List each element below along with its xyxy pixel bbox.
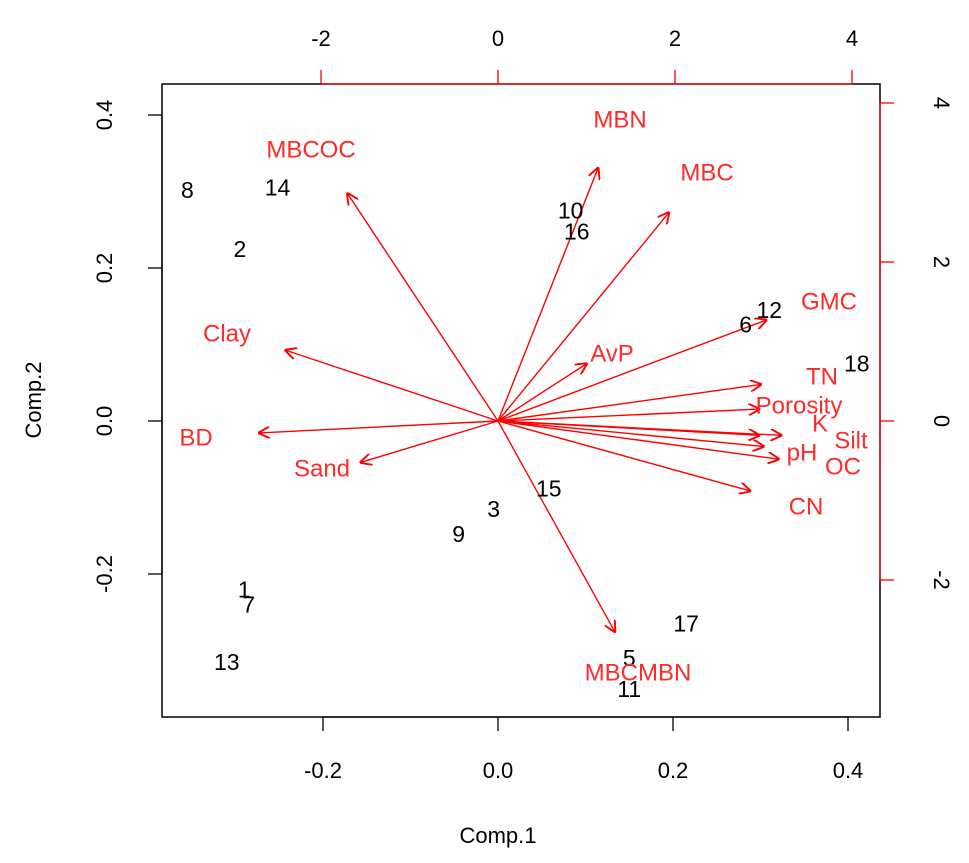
loading-arrow-mbcoc	[348, 194, 499, 422]
right-tick-label: -2	[929, 570, 954, 590]
y-tick-label: 0.0	[92, 406, 117, 437]
x-tick-label: 0.0	[483, 758, 514, 783]
variable-label-mbcoc: MBCOC	[266, 137, 355, 164]
loading-arrow-tn	[497, 384, 761, 422]
loading-arrow-mbn	[497, 168, 598, 422]
variable-label-mbc: MBC	[680, 160, 733, 187]
loading-arrow-silt	[497, 420, 781, 435]
loading-arrow-mbc	[497, 213, 669, 422]
variable-label-ph: pH	[787, 440, 818, 467]
observation-label: 2	[233, 236, 246, 262]
variable-label-cn: CN	[789, 494, 824, 521]
loading-arrow-clay	[286, 350, 499, 422]
loading-arrow-cn	[497, 420, 750, 491]
variable-label-gmc: GMC	[801, 289, 857, 316]
loading-arrow-ph	[497, 420, 764, 446]
variable-arrows	[259, 168, 781, 631]
x-tick-label: 0.2	[658, 758, 689, 783]
variable-label-mbn: MBN	[593, 107, 646, 134]
x-axis-title: Comp.1	[459, 823, 536, 848]
variable-label-oc: OC	[825, 454, 861, 481]
variable-labels: MBN MBC MBCOC Clay BD Sand AvP GMC TNPorosityKSi…	[179, 107, 868, 687]
observation-label: 8	[181, 177, 194, 203]
loading-arrow-avp	[497, 364, 587, 422]
observation-label: 1	[238, 576, 251, 602]
observation-label: 7	[242, 592, 255, 618]
y-tick-label: -0.2	[92, 555, 117, 593]
observation-label: 6	[739, 312, 752, 338]
observation-label: 10	[558, 198, 584, 224]
observation-label: 16	[564, 218, 590, 244]
y-tick-label: 0.4	[92, 100, 117, 131]
y-axis-title: Comp.2	[21, 361, 46, 438]
loading-arrow-bd	[259, 420, 499, 433]
x-tick-label: -0.2	[304, 758, 342, 783]
observation-label: 13	[214, 649, 240, 675]
variable-label-mbcmbn: MBCMBN	[585, 660, 692, 687]
observation-label: 18	[844, 351, 870, 377]
variable-label-sand: Sand	[294, 456, 350, 483]
observation-label: 12	[756, 297, 782, 323]
loading-arrow-mbcmbn	[497, 420, 615, 632]
observation-label: 14	[265, 175, 291, 201]
variable-label-porosity: Porosity	[756, 393, 843, 420]
observation-label: 3	[487, 496, 500, 522]
loading-arrow-gmc	[497, 320, 766, 422]
observation-label: 5	[623, 645, 636, 671]
top-tick-label: 2	[669, 26, 681, 51]
variable-label-k: K	[812, 411, 828, 438]
top-tick-label: 0	[492, 26, 504, 51]
top-tick-label: -2	[311, 26, 331, 51]
observation-label: 9	[452, 521, 465, 547]
variable-label-clay: Clay	[203, 321, 251, 348]
variable-label-bd: BD	[179, 425, 212, 452]
observation-label: 11	[617, 676, 641, 702]
observation-label: 15	[536, 475, 562, 501]
variable-label-silt: Silt	[834, 428, 868, 455]
observation-label: 17	[673, 611, 699, 637]
right-tick-label: 2	[929, 256, 954, 268]
variable-label-avp: AvP	[590, 341, 634, 368]
loading-arrow-porosity	[497, 409, 759, 422]
axes: -0.2 0.0 0.2 0.4 -0.2 0.0 0.2 0.4 -2 0 2 4 -2 0 2 4	[92, 26, 954, 783]
top-tick-label: 4	[846, 26, 858, 51]
x-tick-label: 0.4	[833, 758, 864, 783]
right-tick-label: 0	[929, 415, 954, 427]
right-tick-label: 4	[929, 97, 954, 109]
variable-label-tn: TN	[806, 364, 838, 391]
loading-arrow-sand	[361, 420, 499, 462]
loading-arrow-oc	[497, 420, 779, 459]
y-tick-label: 0.2	[92, 253, 117, 284]
